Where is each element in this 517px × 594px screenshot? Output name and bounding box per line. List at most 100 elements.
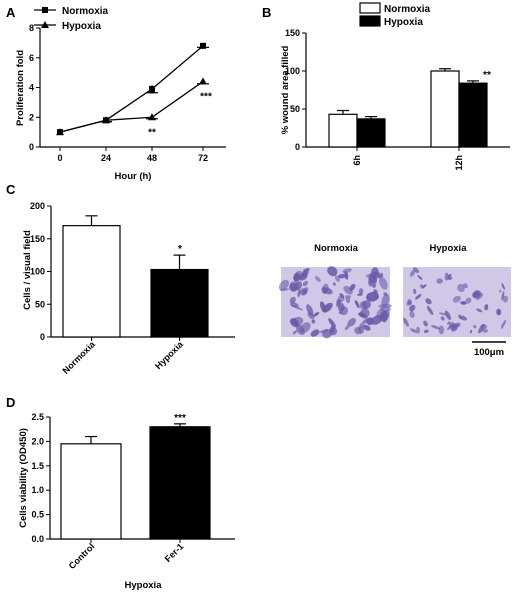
micrograph-hypoxia-cell (500, 319, 507, 329)
panel-b-x-tick-label: 12h (454, 155, 464, 171)
micrograph-normoxia-cell (371, 315, 383, 325)
panel-d-y-tick-label: 2.5 (31, 412, 44, 422)
panel-d-chart: 0.0 0.5 1.0 1.5 2.0 2.5 Control Fer-1 Cells viab… (18, 412, 235, 591)
panel-b-y-tick-label: 50 (290, 104, 300, 114)
micrograph-hypoxia-cell (415, 293, 422, 300)
micrograph-hypoxia-image (403, 267, 511, 337)
panel-a-x-axis-label: Hour (h) (115, 171, 152, 182)
panel-b-y-axis-label: % wound area filled (280, 45, 291, 134)
panel-d-y-tick-label: 0.5 (31, 510, 44, 520)
micrograph-normoxia-cell (359, 308, 370, 319)
micrograph-hypoxia-cell (409, 310, 415, 318)
micrograph-normoxia-cell (347, 318, 356, 327)
micrograph-hypoxia-cell (502, 295, 509, 303)
micrograph-hypoxia-cell (420, 284, 424, 289)
micrograph-normoxia-cell (344, 324, 350, 331)
panel-d-y-tick-label: 2.0 (31, 436, 44, 446)
micrograph-normoxia-cell (358, 288, 364, 295)
micrograph-hypoxia-cell (458, 314, 462, 320)
micrograph-normoxia-cell (345, 295, 351, 304)
micrograph-hypoxia-cell (499, 289, 502, 293)
micrograph-normoxia-cell (314, 276, 321, 282)
micrograph-normoxia-cell (301, 270, 309, 277)
micrograph-hypoxia-cell (412, 267, 420, 274)
micrograph-normoxia-cell (293, 272, 301, 282)
micrograph-normoxia-cell (357, 293, 363, 296)
panel-c-bar-hypoxia (150, 268, 209, 338)
panel-c-y-tick-label: 150 (30, 234, 45, 244)
micrograph-normoxia-cell (311, 319, 316, 324)
micrograph-hypoxia-cell (496, 308, 502, 316)
panel-c-significance: * (178, 244, 182, 255)
micrograph-hypoxia-cell (447, 321, 451, 325)
panel-d-y-tick-label: 1.0 (31, 485, 44, 495)
panel-a-x-tick-label: 48 (147, 153, 157, 163)
micrograph-hypoxia-cell (463, 283, 468, 289)
micrograph-normoxia-cell (365, 273, 374, 278)
micrograph-normoxia-cell (278, 279, 290, 291)
micrograph-hypoxia-cell (413, 288, 417, 295)
panel-label-b: B (262, 5, 271, 20)
micrograph-hypoxia-cell (423, 329, 429, 334)
micrograph-normoxia-cell (312, 311, 320, 317)
micrograph-normoxia-cell (378, 276, 388, 290)
panel-b-legend-swatch (359, 15, 381, 27)
micrograph-normoxia-cell (310, 329, 320, 337)
micrograph-normoxia-cell (299, 288, 308, 296)
panel-a-y-tick-label: 6 (29, 53, 34, 63)
micrograph-normoxia-cell (295, 324, 305, 335)
micrograph-normoxia-cell (349, 283, 356, 291)
micrograph-hypoxia-cell (482, 328, 488, 333)
micrograph-normoxia-cell (323, 289, 328, 294)
panel-a-point-hypoxia (102, 116, 110, 124)
micrograph-normoxia-cell (339, 306, 348, 316)
micrograph-hypoxia-cell (447, 276, 453, 280)
micrograph-hypoxia-cell (431, 325, 441, 330)
micrograph-normoxia-cell (327, 266, 338, 277)
micrograph-hypoxia-cell (425, 298, 432, 305)
micrograph-hypoxia-cell (501, 291, 505, 301)
micrograph-normoxia-cell (322, 328, 332, 339)
panel-b-legend-label: Normoxia (384, 4, 431, 15)
panel-a-legend-marker (42, 7, 48, 13)
micrograph-hypoxia-cell (460, 301, 467, 305)
micrograph-normoxia-cell (336, 299, 342, 305)
panel-c-y-tick-label: 100 (30, 267, 45, 277)
micrograph-hypoxia-cell (447, 273, 452, 278)
micrograph-hypoxia-cell (438, 325, 444, 335)
micrograph-normoxia-label: Normoxia (314, 243, 359, 254)
micrograph-normoxia-cell (289, 283, 298, 292)
micrograph-hypoxia-cell (416, 326, 420, 334)
panel-b-bar-hypoxia (458, 82, 488, 148)
panel-a-x-tick-label: 72 (198, 153, 208, 163)
micrograph-hypoxia-cell (459, 315, 467, 321)
panel-c-bar-normoxia (62, 225, 121, 338)
panel-c-y-tick-label: 50 (35, 299, 45, 309)
micrograph-hypoxia-cell (476, 293, 484, 301)
micrograph-normoxia-cell (383, 317, 386, 323)
micrograph-normoxia-cell (328, 318, 336, 328)
micrograph-normoxia-cell (337, 273, 347, 279)
panel-d-significance: *** (174, 413, 186, 424)
micrograph-normoxia-cell (373, 288, 378, 300)
panel-label-d: D (6, 395, 15, 410)
panel-b-legend-swatch (359, 2, 381, 14)
micrograph-panel: Normoxia Hypoxia 100μm (278, 243, 511, 358)
panel-b-y-tick-label: 0 (295, 142, 300, 152)
micrograph-hypoxia-cell (465, 297, 472, 304)
micrograph-normoxia-cell (354, 300, 360, 309)
panel-c-x-tick-label: Hypoxia (153, 339, 186, 372)
micrograph-hypoxia-cell (426, 305, 434, 316)
panel-a-y-tick-label: 2 (29, 112, 34, 122)
micrograph-normoxia-cell (372, 284, 377, 289)
panel-d-bar-control (60, 443, 122, 540)
panel-b-y-tick-label: 100 (285, 66, 300, 76)
panel-a-significance: *** (200, 92, 212, 103)
micrograph-hypoxia-cell (436, 278, 443, 284)
panel-b-x-tick-label: 6h (352, 155, 362, 166)
panel-b-bar-hypoxia (356, 118, 386, 148)
panel-d-x-tick-label: Control (67, 541, 97, 571)
micrograph-normoxia-cell (292, 330, 298, 335)
